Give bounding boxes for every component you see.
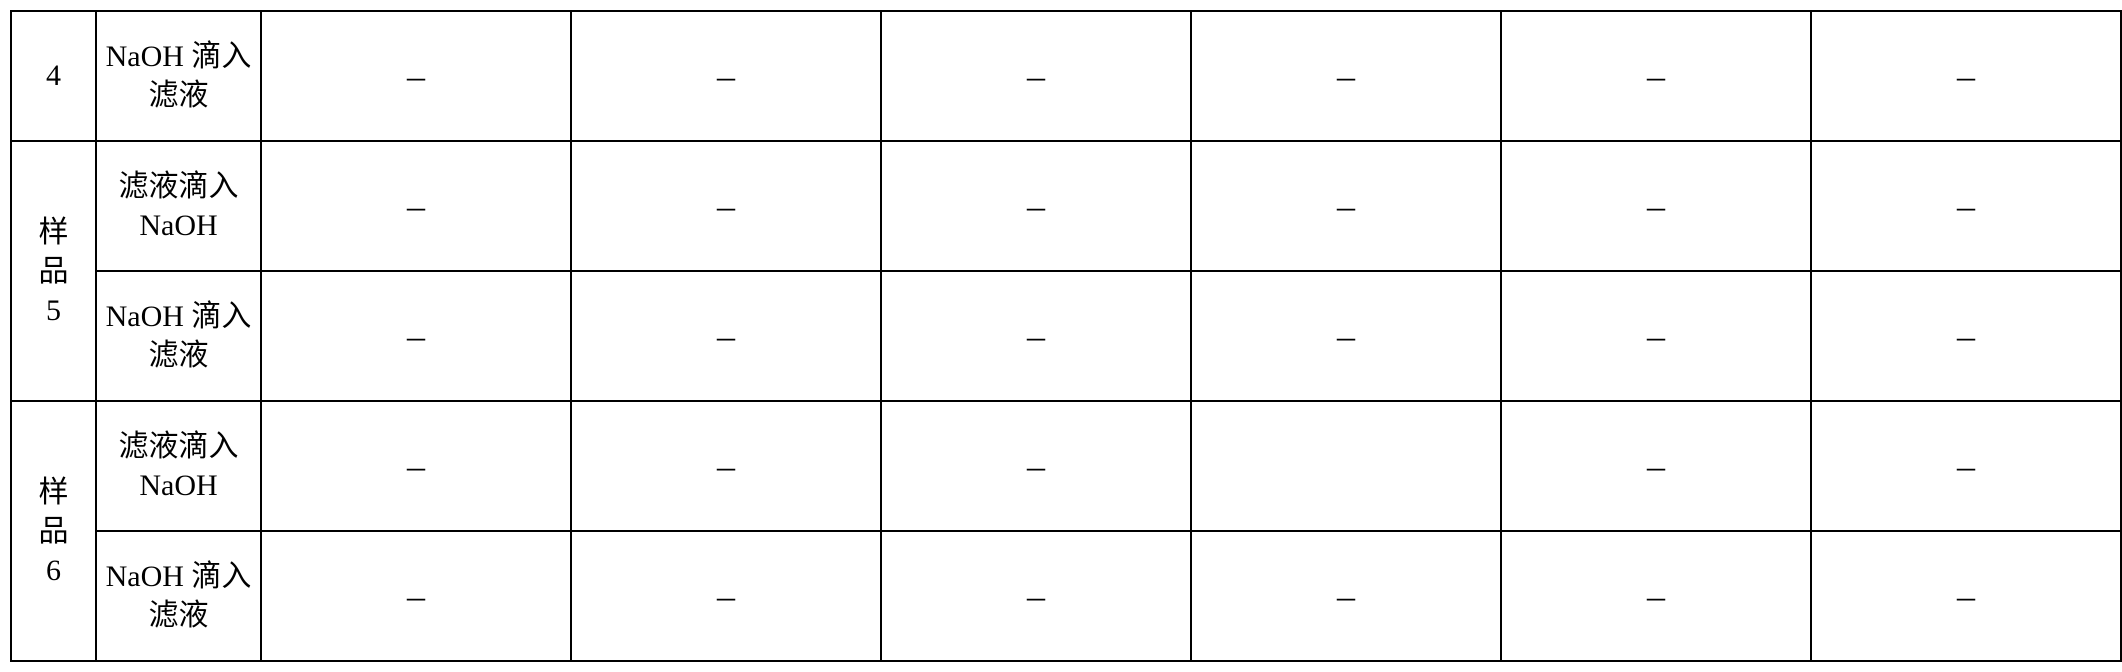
table-row: NaOH 滴入滤液 – – – – – – — [11, 271, 2121, 401]
rowgroup-label-line: 品 — [39, 255, 69, 288]
value-cell: – — [881, 141, 1191, 271]
value-cell: – — [261, 271, 571, 401]
value-cell: – — [1811, 141, 2121, 271]
rowgroup-label: 样 品 5 — [11, 141, 96, 401]
rowgroup-label-line: 品 — [39, 515, 69, 548]
rowgroup-label: 4 — [11, 11, 96, 141]
rowgroup-label-line: 样 — [39, 476, 69, 509]
rowgroup-label-line: 5 — [46, 294, 61, 327]
value-cell: – — [881, 531, 1191, 661]
method-cell: NaOH 滴入滤液 — [96, 531, 261, 661]
table-row: 样 品 5 滤液滴入 NaOH – – – – – – — [11, 141, 2121, 271]
method-cell: NaOH 滴入滤液 — [96, 11, 261, 141]
value-cell: – — [1811, 11, 2121, 141]
value-cell: – — [571, 141, 881, 271]
rowgroup-label-line: 6 — [46, 554, 61, 587]
rowgroup-label-line: 样 — [39, 216, 69, 249]
method-cell: NaOH 滴入滤液 — [96, 271, 261, 401]
value-cell: – — [1191, 11, 1501, 141]
value-cell: – — [1191, 531, 1501, 661]
value-cell: – — [881, 11, 1191, 141]
value-cell: – — [1811, 401, 2121, 531]
table-row: NaOH 滴入滤液 – – – – – – — [11, 531, 2121, 661]
table-row: 4 NaOH 滴入滤液 – – – – – – — [11, 11, 2121, 141]
value-cell: – — [1501, 271, 1811, 401]
value-cell: – — [1191, 271, 1501, 401]
value-cell: – — [571, 11, 881, 141]
value-cell: – — [261, 11, 571, 141]
value-cell: – — [571, 401, 881, 531]
value-cell: – — [571, 271, 881, 401]
value-cell — [1191, 401, 1501, 531]
data-table: 4 NaOH 滴入滤液 – – – – – – 样 品 5 滤液滴入 NaOH … — [10, 10, 2122, 662]
value-cell: – — [1501, 141, 1811, 271]
value-cell: – — [1811, 271, 2121, 401]
value-cell: – — [1811, 531, 2121, 661]
value-cell: – — [881, 401, 1191, 531]
rowgroup-label: 样 品 6 — [11, 401, 96, 661]
method-cell: 滤液滴入 NaOH — [96, 401, 261, 531]
value-cell: – — [261, 401, 571, 531]
value-cell: – — [261, 531, 571, 661]
value-cell: – — [261, 141, 571, 271]
value-cell: – — [571, 531, 881, 661]
method-cell: 滤液滴入 NaOH — [96, 141, 261, 271]
value-cell: – — [1191, 141, 1501, 271]
table-row: 样 品 6 滤液滴入 NaOH – – – – – — [11, 401, 2121, 531]
value-cell: – — [1501, 11, 1811, 141]
value-cell: – — [1501, 531, 1811, 661]
value-cell: – — [881, 271, 1191, 401]
value-cell: – — [1501, 401, 1811, 531]
